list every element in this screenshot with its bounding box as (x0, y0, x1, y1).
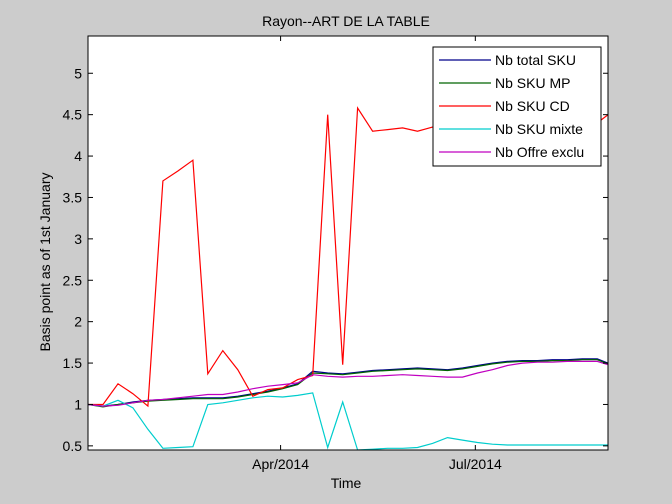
legend-label: Nb SKU CD (495, 98, 570, 114)
y-tick-label: 2.5 (63, 272, 83, 288)
series-line-4 (88, 360, 608, 407)
y-tick-label: 5 (74, 65, 82, 81)
series-line-0 (88, 358, 608, 407)
x-tick-label: Apr/2014 (252, 456, 309, 472)
plot-frame (87, 35, 609, 451)
y-tick-label: 0.5 (63, 438, 83, 454)
series-line-1 (88, 359, 608, 408)
y-tick-label: 3 (74, 231, 82, 247)
x-tick-label: Jul/2014 (449, 456, 502, 472)
y-tick-label: 4 (74, 148, 82, 164)
y-tick-label: 4.5 (63, 107, 83, 123)
y-tick-label: 3.5 (63, 189, 83, 205)
legend: Nb total SKU Nb SKU MP Nb SKU CD Nb SKU mix… (432, 46, 602, 167)
x-axis-label: Time (331, 475, 362, 491)
legend-label: Nb SKU mixte (495, 121, 583, 137)
y-tick-label: 2 (74, 314, 82, 330)
ticks-layer: 0.5 1 1.5 2 2.5 3 3.5 4 4.5 5 Apr/2014 Jul/2014 (63, 36, 608, 472)
legend-label: Nb total SKU (495, 52, 576, 68)
legend-label: Nb SKU MP (495, 75, 570, 91)
y-axis-label: Basis point as of 1st January (37, 173, 53, 352)
y-tick-label: 1.5 (63, 355, 83, 371)
legend-label: Nb Offre exclu (495, 144, 584, 160)
y-tick-label: 1 (74, 396, 82, 412)
chart-title: Rayon--ART DE LA TABLE (262, 13, 430, 29)
series-line-3 (88, 392, 608, 450)
